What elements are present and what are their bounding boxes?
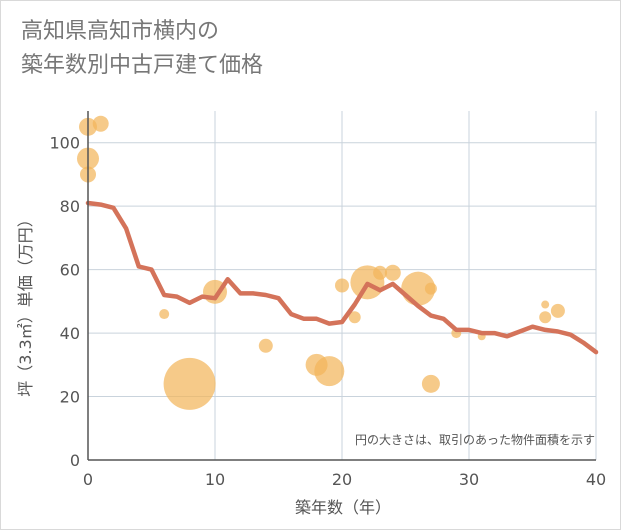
x-tick-40: 40 [586,470,606,489]
chart-title: 高知県高知市横内の 築年数別中古戸建て価格 [21,15,263,83]
size-legend-note: 円の大きさは、取引のあった物件面積を示す [355,432,595,447]
y-axis-title: 坪（3.3㎡）単価（万円） [16,211,35,396]
y-tick-60: 60 [60,261,80,280]
y-tick-40: 40 [60,324,80,343]
trend-layer [85,200,599,355]
bubble-21 [539,311,552,324]
x-tick-30: 30 [459,470,479,489]
bubble-9 [314,356,345,387]
x-tick-0: 0 [83,470,93,489]
bubble-1 [92,115,109,132]
x-tick-20: 20 [332,470,352,489]
bubble-14 [384,264,401,281]
y-tick-100: 100 [49,134,80,153]
y-tick-80: 80 [60,197,80,216]
bubble-13 [373,265,388,280]
trend-line [85,200,599,355]
x-tick-10: 10 [205,470,225,489]
bubble-layer [77,115,565,410]
bubble-17 [421,374,440,393]
bubble-7 [258,338,273,353]
bubble-16 [424,282,437,295]
title-line-1: 高知県高知市横内の [21,19,220,44]
bubble-10 [335,278,349,293]
y-tick-0: 0 [70,451,80,470]
y-tick-labels: 0 20 40 60 80 100 [49,134,80,470]
x-tick-labels: 0 10 20 30 40 [83,470,606,489]
bubble-11 [348,311,361,324]
bubble-20 [541,300,550,309]
bubble-4 [159,309,170,320]
bubble-5 [163,357,216,410]
axes [87,111,596,461]
x-axis-title: 築年数（年） [295,498,391,517]
y-tick-20: 20 [60,388,80,407]
bubble-22 [550,303,565,318]
title-line-2: 築年数別中古戸建て価格 [21,53,264,78]
